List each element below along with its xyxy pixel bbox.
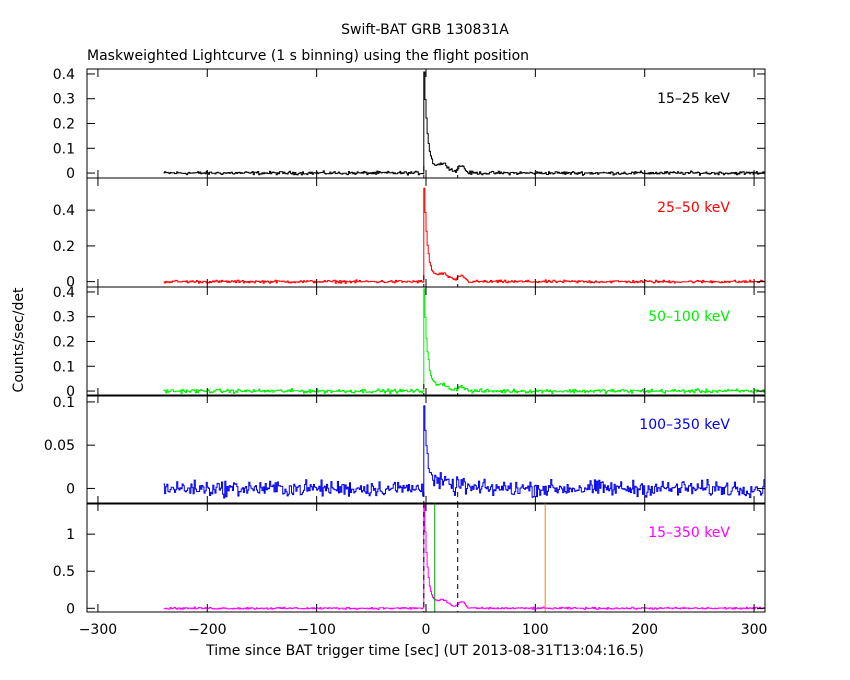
panel-frame (86, 502, 766, 613)
y-tick-label: 0.1 (53, 395, 75, 411)
series-line (163, 71, 765, 176)
band-label: 50–100 keV (648, 309, 730, 325)
y-tick-label: 0 (66, 481, 75, 497)
y-tick-label: 0.5 (53, 564, 75, 580)
y-tick-label: 0.4 (53, 285, 75, 301)
panel-frame (86, 286, 766, 397)
chart-subtitle: Maskweighted Lightcurve (1 s binning) us… (87, 48, 529, 64)
y-tick-label: 0.1 (53, 359, 75, 375)
x-axis-label: Time since BAT trigger time [sec] (UT 20… (205, 643, 644, 659)
x-tick-label: 0 (422, 622, 431, 638)
y-tick-label: 0 (66, 166, 75, 182)
y-tick-label: 0.2 (53, 117, 75, 133)
y-tick-label: 0 (66, 275, 75, 291)
series-line (163, 187, 765, 284)
x-tick-label: −100 (297, 622, 335, 638)
y-axis-label: Counts/sec/det (11, 287, 27, 392)
panel-frame (86, 68, 766, 179)
y-tick-label: 0 (66, 601, 75, 617)
panel-2: 0 0.1 0.2 0.3 0.4 50–100 keV (53, 285, 766, 400)
chart-title: Swift-BAT GRB 130831A (341, 22, 509, 38)
band-label: 15–350 keV (648, 525, 730, 541)
x-tick-label: 300 (741, 622, 768, 638)
series-line (163, 405, 765, 499)
y-tick-label: 0 (66, 384, 75, 400)
y-tick-label: 0.2 (53, 335, 75, 351)
series-line (163, 504, 765, 610)
x-tick-label: −200 (188, 622, 226, 638)
panel-frame (86, 177, 766, 288)
band-label: 100–350 keV (639, 417, 730, 433)
y-tick-label: 0.2 (53, 239, 75, 255)
y-tick-label: 0.1 (53, 141, 75, 157)
y-tick-label: 0.4 (53, 203, 75, 219)
y-tick-label: 1 (66, 527, 75, 543)
panel-3: 0 0.05 0.1 100–350 keV (44, 394, 766, 505)
x-tick-label: 200 (631, 622, 658, 638)
series-line (163, 288, 765, 394)
y-tick-label: 0.3 (53, 310, 75, 326)
x-axis: −300 −200 −100 0 100 200 300 (79, 622, 768, 638)
panel-0: 0 0.1 0.2 0.3 0.4 15–25 keV (53, 67, 766, 182)
x-tick-label: 100 (522, 622, 549, 638)
y-tick-label: 0.4 (53, 67, 75, 83)
panel-4: 0 0.5 1 15–350 keV (53, 502, 766, 617)
band-label: 25–50 keV (657, 200, 730, 216)
y-tick-label: 0.05 (44, 438, 75, 454)
x-tick-label: −300 (79, 622, 117, 638)
y-tick-label: 0.3 (53, 92, 75, 108)
band-label: 15–25 keV (657, 91, 730, 107)
panel-1: 0 0.2 0.4 25–50 keV (53, 177, 766, 291)
